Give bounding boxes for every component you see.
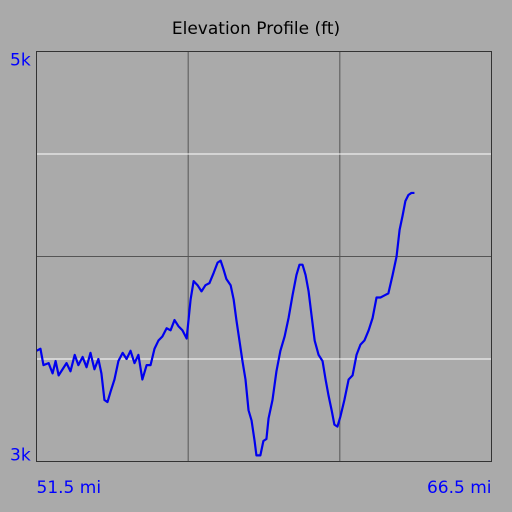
lines (35, 191, 415, 457)
y-tick-label: 3k (10, 446, 31, 466)
elevation-line (35, 191, 415, 457)
x-tick-label: 66.5 mi (427, 478, 492, 498)
y-tick-label: 5k (10, 51, 31, 71)
grid (36, 51, 492, 462)
x-tick-label: 51.5 mi (37, 478, 102, 498)
chart-title: Elevation Profile (ft) (172, 19, 340, 39)
axis-labels: 3k 5k 51.5 mi 66.5 mi (10, 51, 492, 499)
plot-border (36, 51, 492, 462)
